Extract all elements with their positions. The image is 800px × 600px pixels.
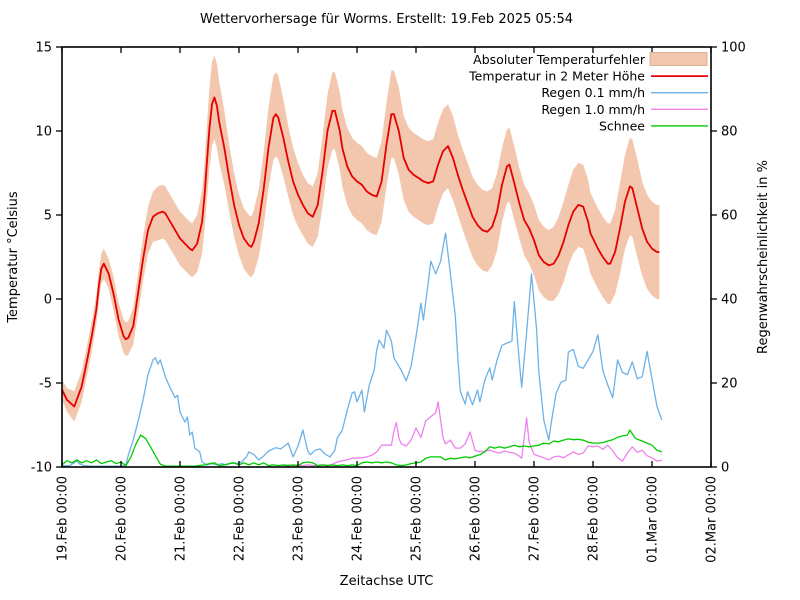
temperature-error-band [62, 55, 660, 422]
y-left-tick-label: -10 [31, 461, 52, 476]
x-tick-label: 01.Mar 00:00 [646, 476, 661, 563]
y-left-tick-label: 10 [35, 125, 52, 140]
x-tick-label: 02.Mar 00:00 [705, 476, 720, 563]
y-right-tick-label: 20 [721, 377, 738, 392]
y-axis-left: -10 -5 0 5 10 15 [31, 41, 62, 476]
y-left-tick-label: -5 [39, 377, 52, 392]
chart-plot-area: -10 -5 0 5 10 15 0 20 40 60 80 100 19.Feb 00:00 20.Fe… [31, 41, 746, 563]
x-tick-label: 22.Feb 00:00 [233, 476, 248, 561]
legend-swatch-band [649, 52, 708, 66]
legend: Absoluter Temperaturfehler Temperatur in … [468, 52, 708, 133]
plot-frame [61, 46, 712, 468]
x-tick-label: 28.Feb 00:00 [587, 476, 602, 561]
legend-label-rain01: Regen 0.1 mm/h [541, 85, 645, 100]
y-right-tick-label: 0 [721, 461, 729, 476]
y-right-tick-label: 40 [721, 293, 738, 308]
y-left-tick-label: 5 [44, 209, 52, 224]
x-tick-label: 23.Feb 00:00 [292, 476, 307, 561]
y-left-tick-label: 15 [35, 41, 52, 56]
series-snow-line [61, 429, 663, 467]
x-axis: 19.Feb 00:00 20.Feb 00:00 21.Feb 00:00 22.F… [56, 47, 720, 563]
y-left-tick-label: 0 [44, 293, 52, 308]
legend-label-snow: Schnee [599, 118, 645, 133]
x-tick-label: 27.Feb 00:00 [528, 476, 543, 561]
y-right-tick-label: 80 [721, 125, 738, 140]
x-tick-label: 24.Feb 00:00 [351, 476, 366, 561]
series-temperature-line [61, 96, 660, 408]
y-axis-title-left: Temperatur °Celsius [6, 191, 21, 324]
legend-label-rain10: Regen 1.0 mm/h [541, 102, 645, 117]
x-tick-label: 20.Feb 00:00 [115, 476, 130, 561]
legend-label-temperature: Temperatur in 2 Meter Höhe [468, 69, 645, 84]
x-tick-label: 19.Feb 00:00 [56, 476, 71, 561]
chart-title: Wettervorhersage für Worms. Erstellt: 19… [200, 12, 573, 27]
y-axis-title-right: Regenwahrscheinlichkeit in % [756, 160, 771, 354]
y-axis-right: 0 20 40 60 80 100 [711, 41, 746, 476]
x-tick-label: 25.Feb 00:00 [410, 476, 425, 561]
x-tick-label: 26.Feb 00:00 [469, 476, 484, 561]
y-right-tick-label: 60 [721, 209, 738, 224]
x-axis-title: Zeitachse UTC [340, 574, 434, 589]
series-rain10-line [283, 401, 662, 467]
y-right-tick-label: 100 [721, 41, 746, 56]
series-rain01-line [62, 232, 663, 467]
x-tick-label: 21.Feb 00:00 [174, 476, 189, 561]
legend-label-band: Absoluter Temperaturfehler [473, 52, 646, 67]
